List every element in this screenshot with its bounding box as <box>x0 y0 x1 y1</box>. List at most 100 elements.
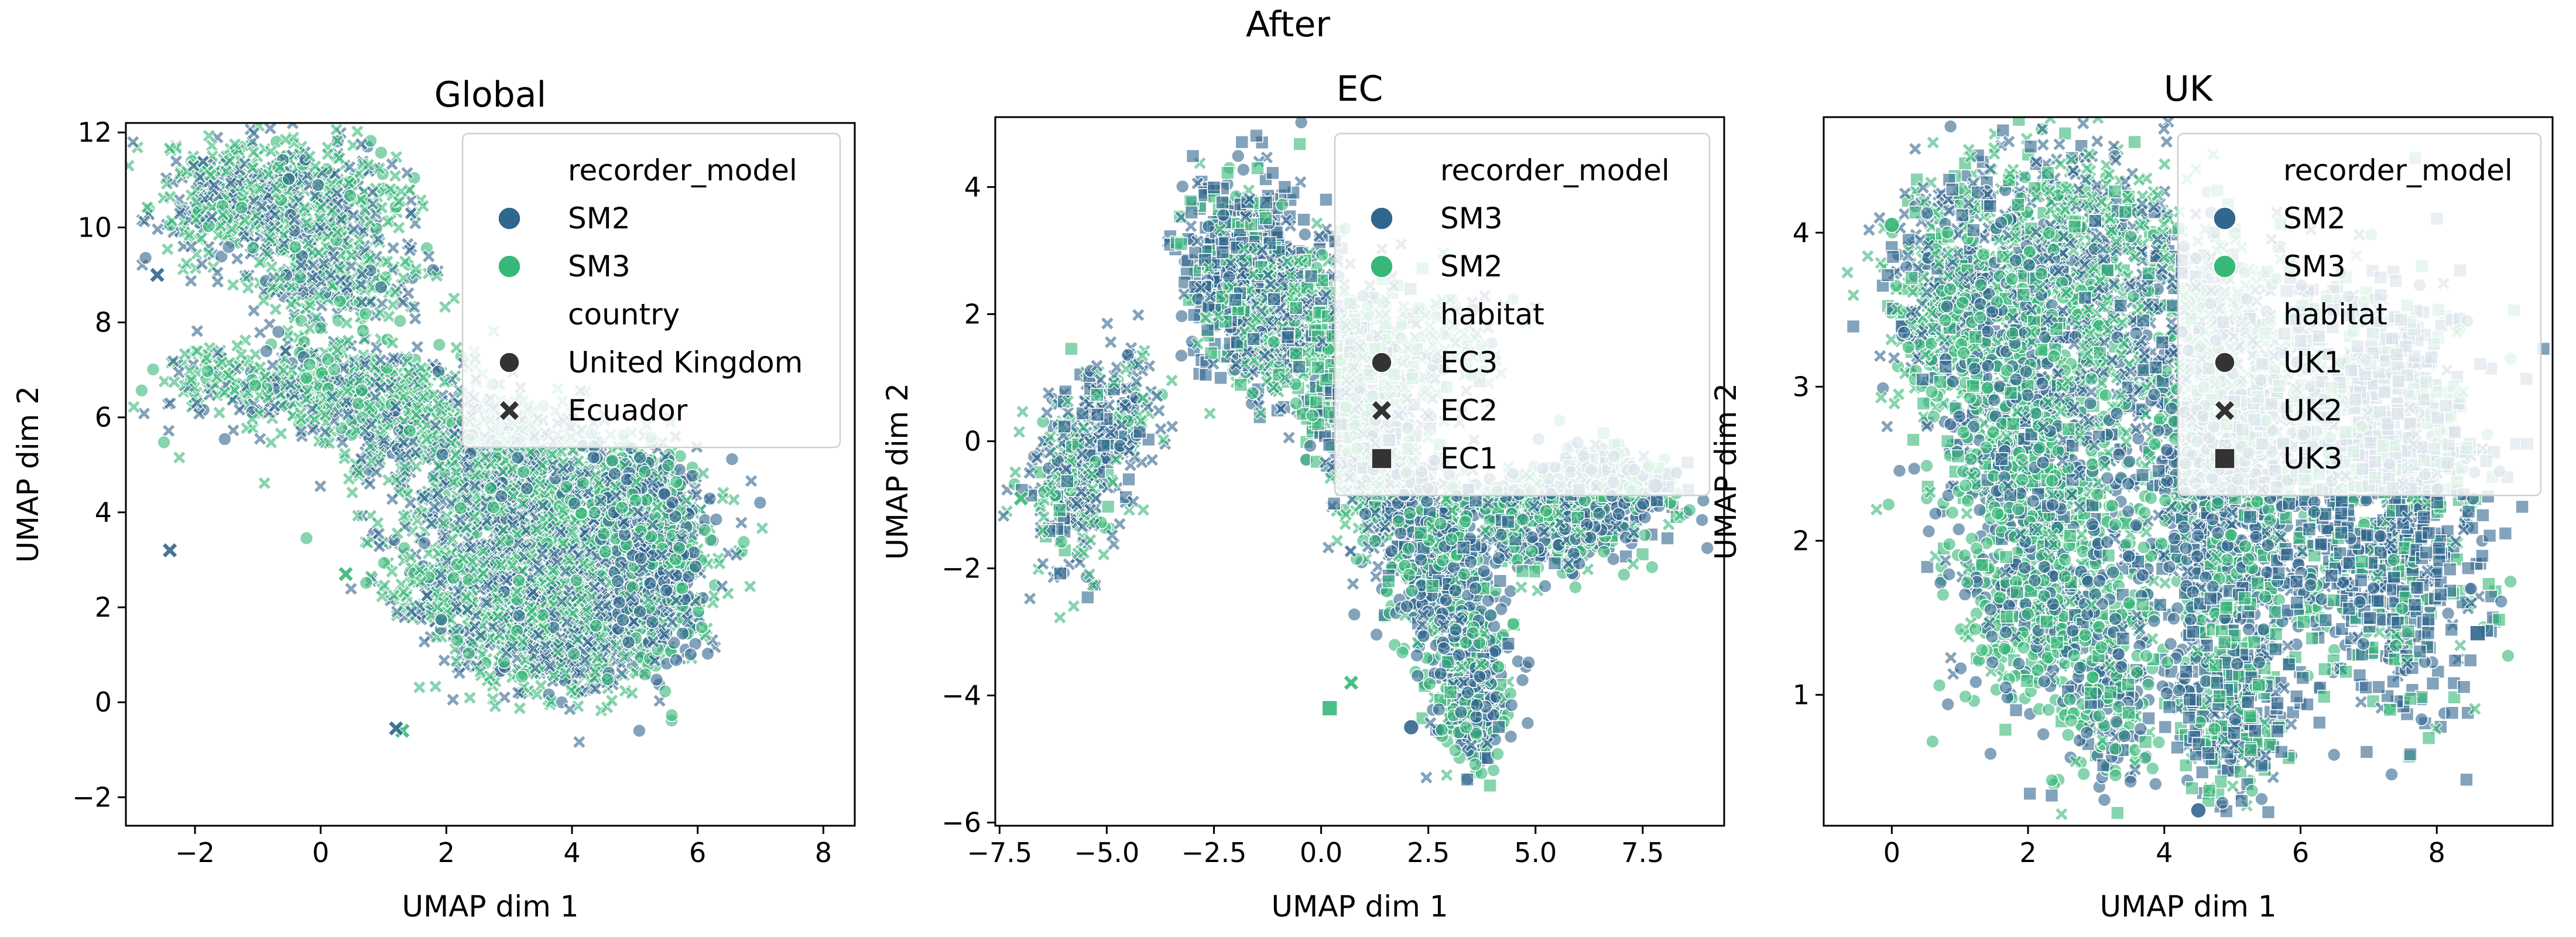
data-point <box>431 364 446 379</box>
data-point <box>311 245 326 260</box>
data-point <box>400 166 415 180</box>
data-point <box>576 476 590 490</box>
data-point <box>342 176 357 190</box>
data-point <box>282 172 296 186</box>
data-point <box>355 266 369 281</box>
data-point <box>664 708 679 723</box>
data-point <box>205 210 219 224</box>
data-point <box>160 242 175 257</box>
data-point <box>633 604 647 619</box>
data-point <box>608 467 622 481</box>
data-point <box>675 581 690 596</box>
data-point <box>221 240 236 254</box>
data-point <box>597 526 611 541</box>
data-point <box>201 245 216 260</box>
data-point <box>263 123 278 135</box>
data-point <box>160 176 174 191</box>
data-point <box>737 535 751 549</box>
data-point <box>203 168 218 182</box>
data-point <box>253 325 268 340</box>
data-point <box>725 452 739 466</box>
data-point <box>428 679 443 694</box>
data-point <box>392 220 406 235</box>
data-point <box>586 450 601 464</box>
data-point <box>354 192 368 207</box>
data-point <box>340 280 354 294</box>
data-point <box>173 206 187 221</box>
data-point <box>238 213 252 228</box>
data-point <box>271 324 286 339</box>
data-point <box>213 218 228 233</box>
data-point <box>412 680 427 695</box>
data-point <box>380 254 395 269</box>
data-point <box>212 405 227 420</box>
data-point <box>743 579 757 594</box>
data-point <box>559 480 574 494</box>
data-point <box>187 159 201 173</box>
data-point <box>257 476 272 490</box>
data-point <box>343 189 357 203</box>
data-point <box>403 206 418 221</box>
data-point <box>393 314 407 329</box>
data-point <box>511 450 525 465</box>
data-point <box>320 147 335 162</box>
data-point <box>330 134 345 148</box>
data-point <box>388 285 403 299</box>
data-point <box>672 541 687 555</box>
data-point <box>126 135 141 149</box>
data-point <box>346 208 361 223</box>
data-point <box>669 653 683 667</box>
data-point <box>621 635 636 649</box>
data-point <box>494 489 508 504</box>
data-point <box>211 275 225 289</box>
data-point <box>744 474 758 488</box>
data-point <box>446 692 460 707</box>
data-point <box>228 137 242 152</box>
data-point <box>352 232 367 247</box>
data-point <box>308 159 323 173</box>
data-point <box>329 123 344 137</box>
data-point <box>435 447 450 462</box>
data-point <box>392 194 406 209</box>
data-point <box>463 690 477 705</box>
data-point <box>305 271 320 285</box>
data-point <box>259 344 273 358</box>
data-point <box>410 340 424 354</box>
data-point <box>342 160 357 175</box>
data-point <box>252 255 267 269</box>
data-point <box>344 248 359 263</box>
data-point <box>273 271 287 285</box>
data-point <box>605 453 619 468</box>
data-point <box>287 213 302 227</box>
data-point <box>669 475 683 489</box>
data-point <box>224 176 238 190</box>
data-point <box>303 149 317 163</box>
data-point <box>649 672 664 687</box>
data-point <box>330 225 345 240</box>
data-point <box>219 165 233 179</box>
data-point <box>396 295 410 310</box>
data-point <box>386 241 400 255</box>
data-point <box>218 432 232 446</box>
data-point <box>416 199 430 213</box>
data-point <box>520 481 534 496</box>
data-point <box>694 620 709 635</box>
data-point <box>135 383 149 398</box>
data-point <box>306 258 320 272</box>
data-point <box>126 400 141 414</box>
data-point <box>324 268 338 282</box>
data-point <box>230 251 245 266</box>
data-point <box>354 277 368 292</box>
data-point <box>286 123 300 131</box>
figure-suptitle: After <box>1246 4 1330 45</box>
data-point <box>374 145 388 160</box>
data-point <box>403 243 417 258</box>
data-point <box>354 295 369 309</box>
data-point <box>430 269 444 283</box>
data-point <box>157 435 171 450</box>
data-point <box>325 203 340 218</box>
data-point <box>313 321 328 336</box>
data-point <box>246 303 261 318</box>
data-point <box>265 260 279 274</box>
data-point <box>184 240 198 254</box>
